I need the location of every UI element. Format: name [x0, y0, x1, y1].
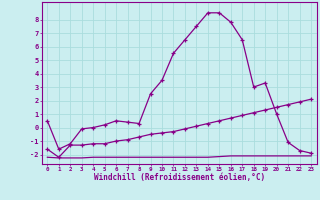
X-axis label: Windchill (Refroidissement éolien,°C): Windchill (Refroidissement éolien,°C) [94, 173, 265, 182]
